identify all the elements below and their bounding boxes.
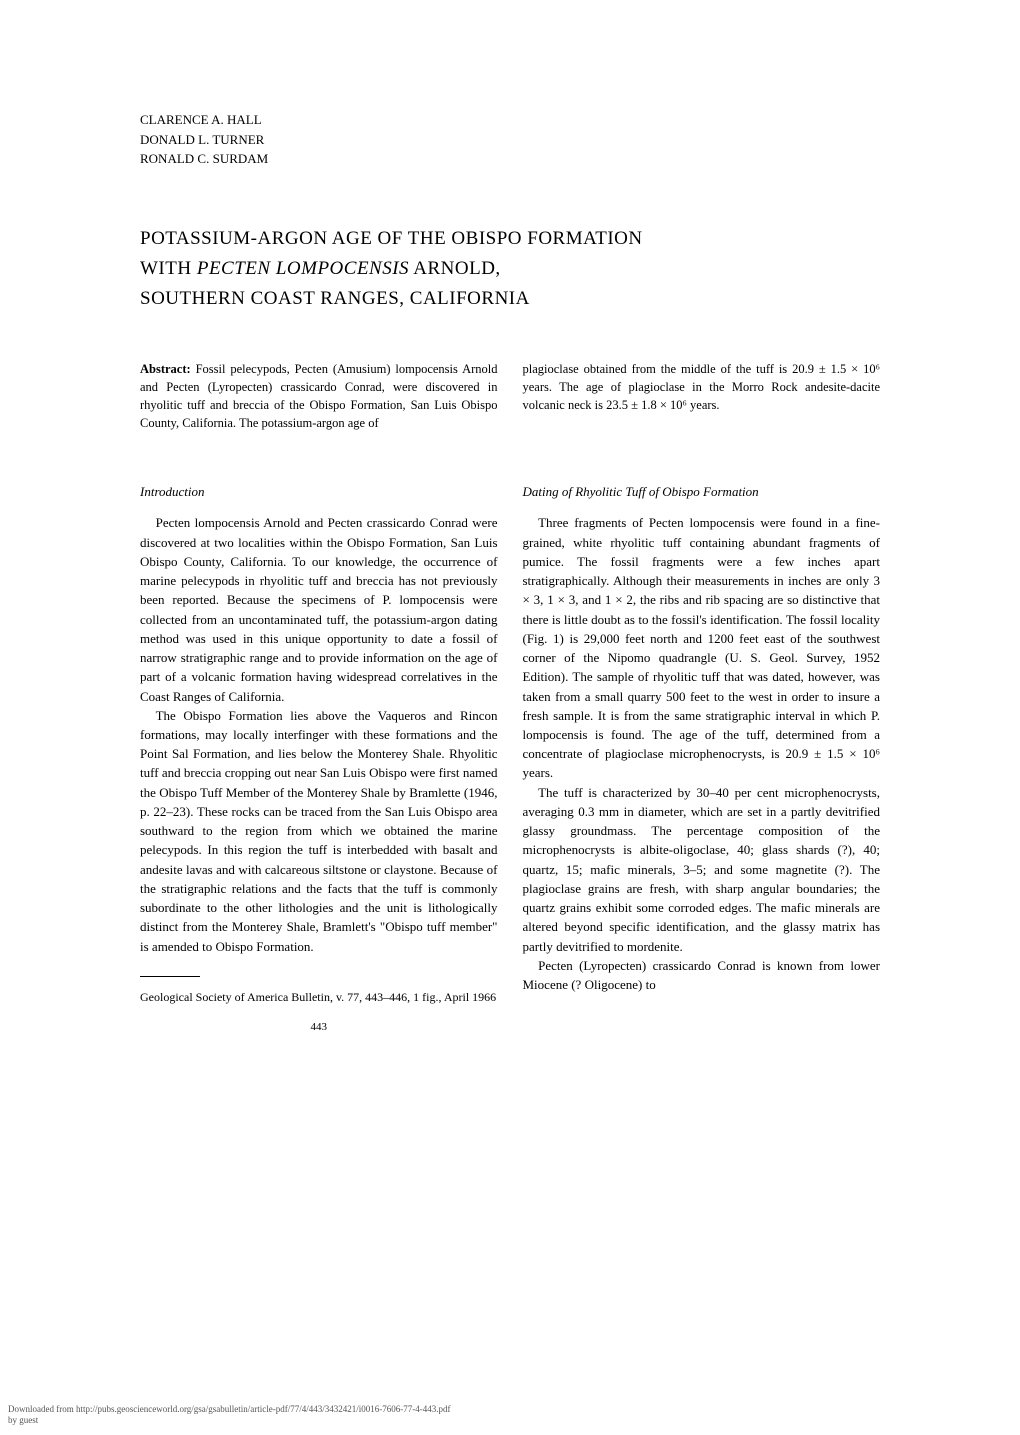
section-heading: Dating of Rhyolitic Tuff of Obispo Forma…	[523, 482, 881, 501]
abstract-left-column: Abstract: Fossil pelecypods, Pecten (Amu…	[140, 360, 498, 433]
download-url: Downloaded from http://pubs.geosciencewo…	[8, 1404, 451, 1416]
title-text: ARNOLD,	[409, 258, 501, 279]
paper-title: POTASSIUM-ARGON AGE OF THE OBISPO FORMAT…	[140, 224, 880, 315]
body-columns: Introduction Pecten lompocensis Arnold a…	[140, 482, 880, 1035]
author-name: RONALD C. SURDAM	[140, 149, 880, 169]
paper-page: CLARENCE A. HALL DONALD L. TURNER RONALD…	[0, 0, 1020, 1075]
download-footer: Downloaded from http://pubs.geosciencewo…	[8, 1404, 451, 1427]
paragraph: The Obispo Formation lies above the Vaqu…	[140, 706, 498, 956]
title-line: WITH PECTEN LOMPOCENSIS ARNOLD,	[140, 254, 880, 284]
paragraph: Pecten (Lyropecten) crassicardo Conrad i…	[523, 956, 881, 994]
abstract-label: Abstract:	[140, 362, 191, 376]
title-italic: PECTEN LOMPOCENSIS	[197, 258, 409, 279]
section-heading: Introduction	[140, 482, 498, 501]
title-line: SOUTHERN COAST RANGES, CALIFORNIA	[140, 284, 880, 314]
author-name: DONALD L. TURNER	[140, 130, 880, 150]
abstract-text: plagioclase obtained from the middle of …	[523, 362, 881, 412]
title-text: WITH	[140, 258, 197, 279]
author-name: CLARENCE A. HALL	[140, 110, 880, 130]
title-line: POTASSIUM-ARGON AGE OF THE OBISPO FORMAT…	[140, 224, 880, 254]
citation-line: Geological Society of America Bulletin, …	[140, 989, 498, 1007]
authors-block: CLARENCE A. HALL DONALD L. TURNER RONALD…	[140, 110, 880, 169]
left-column: Introduction Pecten lompocensis Arnold a…	[140, 482, 498, 1035]
paragraph: Pecten lompocensis Arnold and Pecten cra…	[140, 513, 498, 705]
page-number: 443	[140, 1019, 498, 1035]
abstract-right-column: plagioclase obtained from the middle of …	[523, 360, 881, 433]
right-column: Dating of Rhyolitic Tuff of Obispo Forma…	[523, 482, 881, 1035]
paragraph: Three fragments of Pecten lompocensis we…	[523, 513, 881, 782]
paragraph: The tuff is characterized by 30–40 per c…	[523, 783, 881, 956]
abstract-text: Fossil pelecypods, Pecten (Amusium) lomp…	[140, 362, 498, 430]
download-user: by guest	[8, 1415, 451, 1427]
footnote-rule	[140, 976, 200, 977]
abstract-block: Abstract: Fossil pelecypods, Pecten (Amu…	[140, 360, 880, 433]
